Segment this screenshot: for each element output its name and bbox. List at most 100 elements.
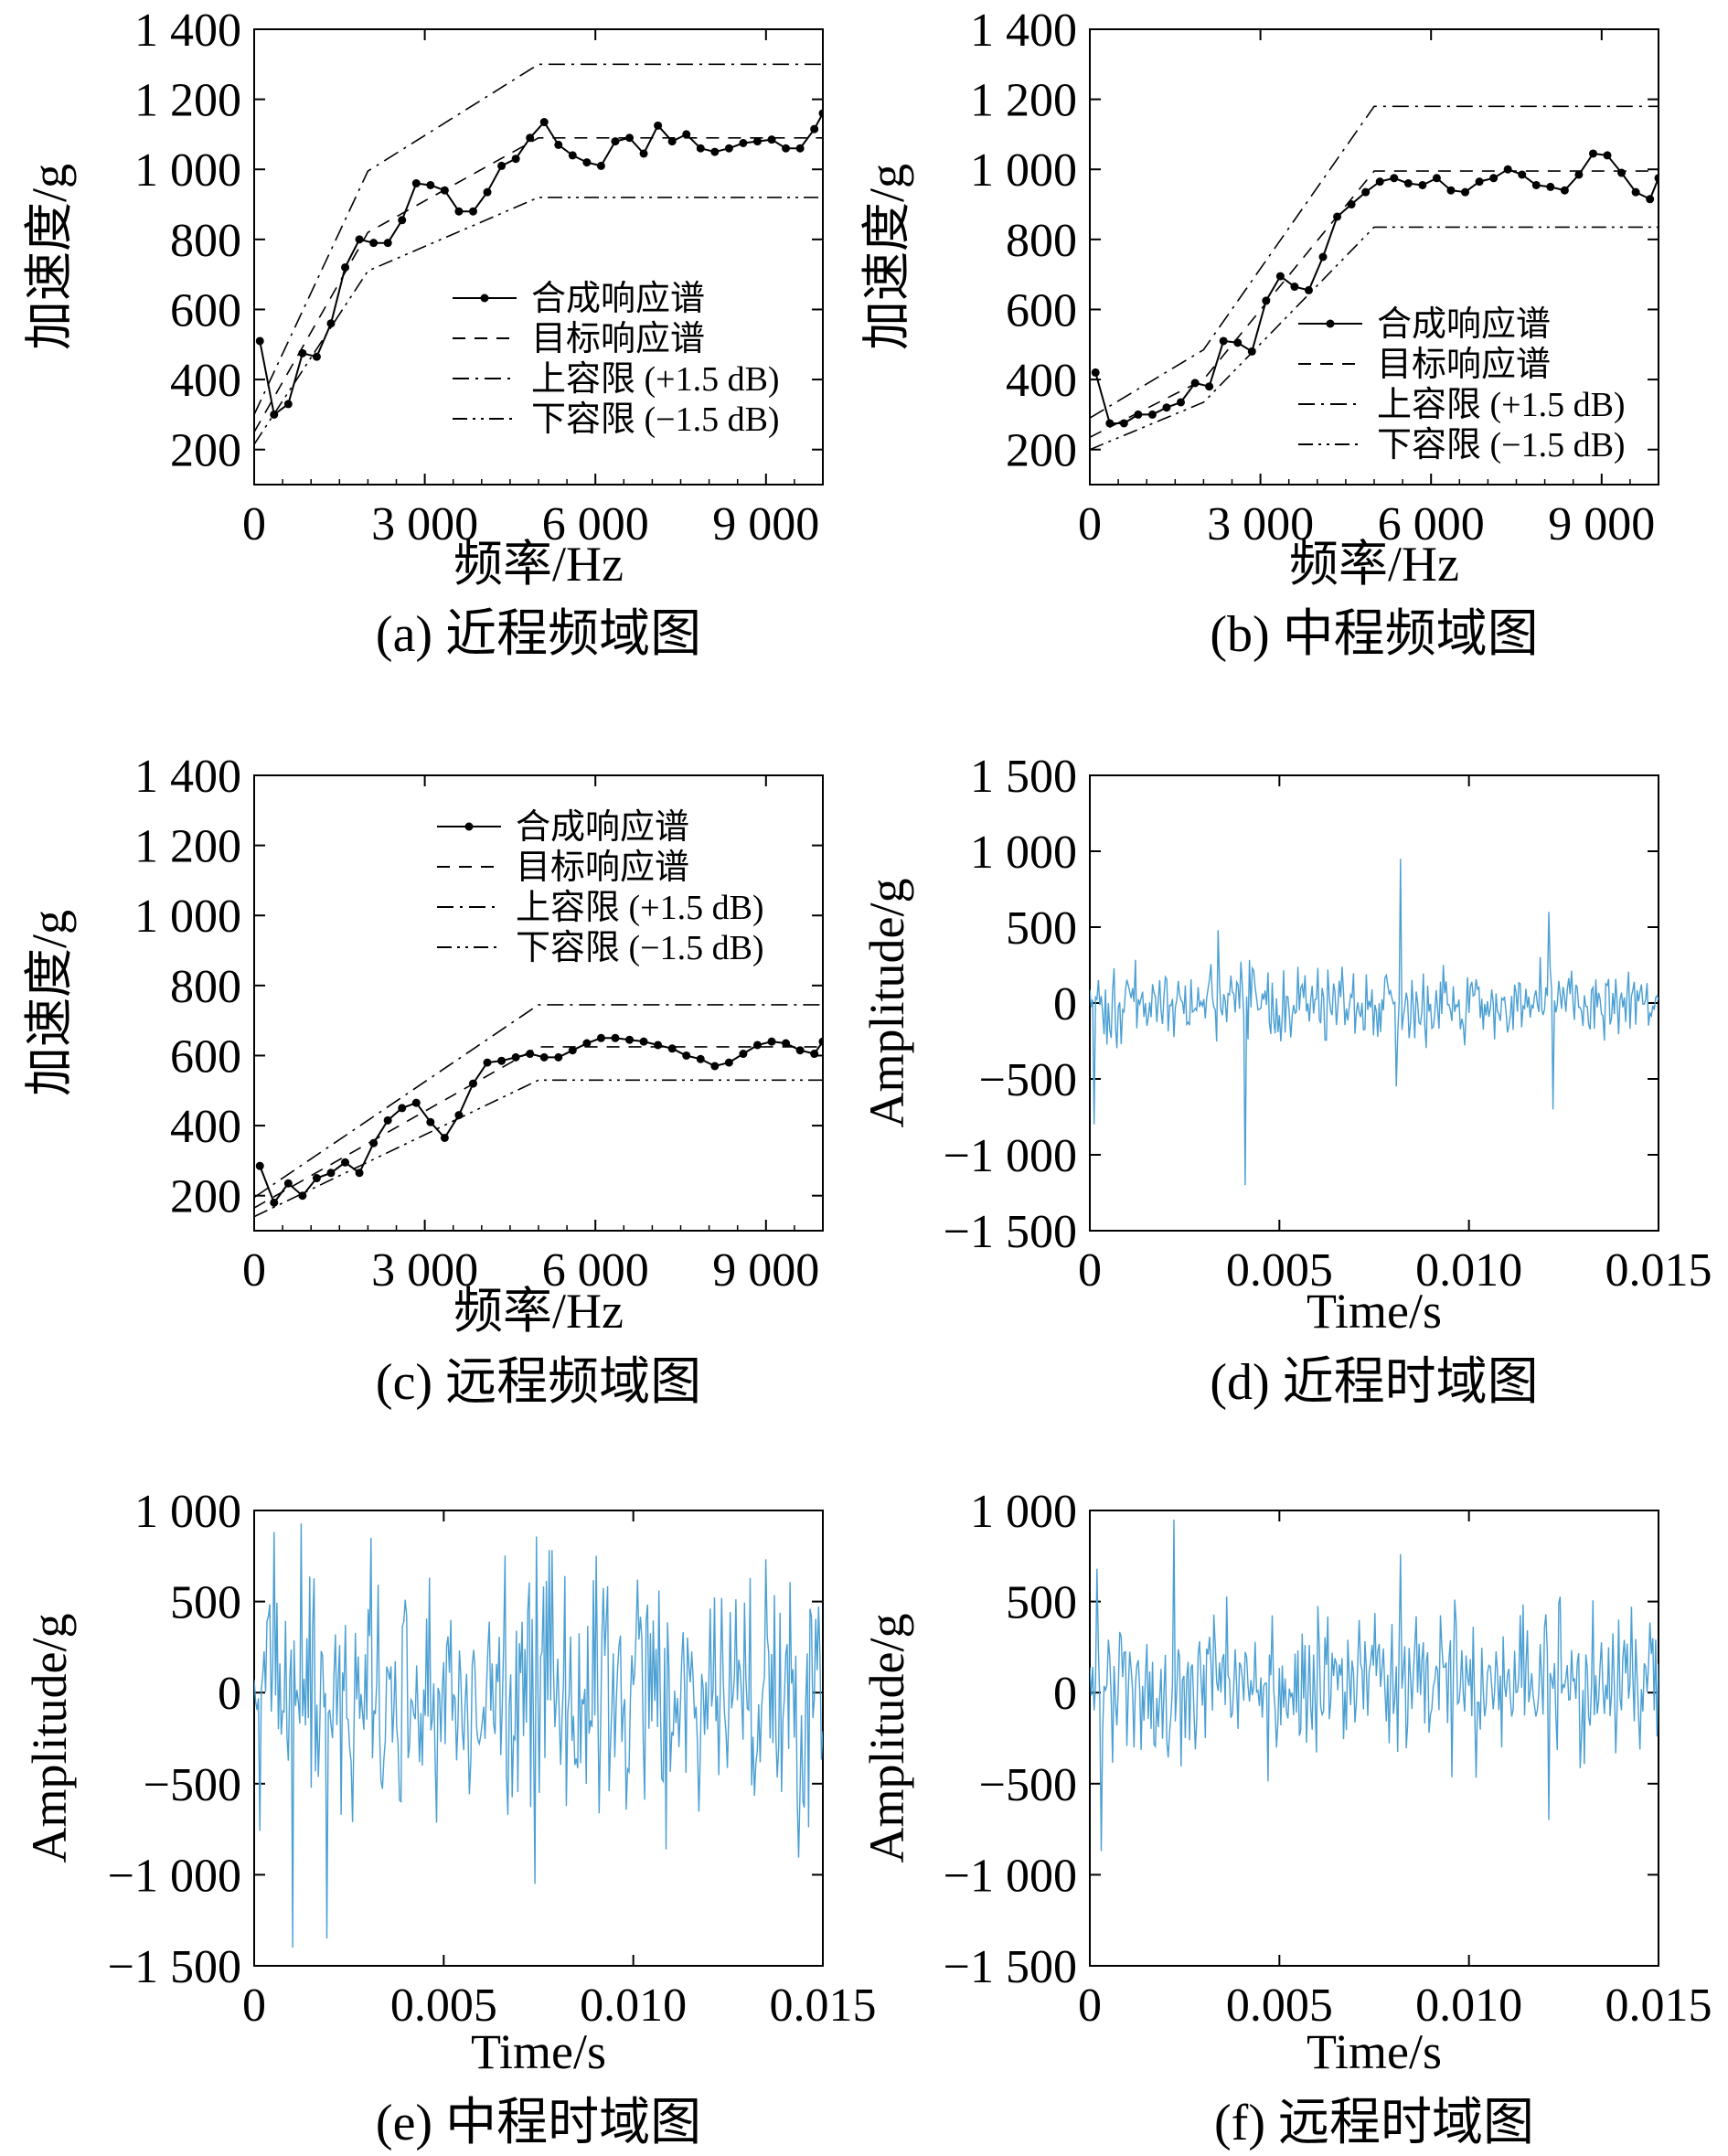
data-point bbox=[326, 1169, 336, 1178]
data-point bbox=[411, 1098, 421, 1107]
x-tick-label: 0.005 bbox=[390, 1980, 497, 2032]
data-point bbox=[752, 137, 762, 146]
data-point bbox=[312, 352, 321, 361]
data-point bbox=[526, 133, 535, 143]
data-point bbox=[1361, 187, 1371, 197]
chart-b: 0 3 000 6 000 9 000 200 400 600 800 1 000 1 200 1 … bbox=[859, 5, 1659, 663]
data-point bbox=[283, 400, 293, 409]
data-point bbox=[468, 207, 477, 216]
data-point bbox=[582, 158, 592, 167]
data-point bbox=[596, 161, 605, 170]
data-point bbox=[1205, 382, 1214, 391]
y-axis-label: 加速度/g bbox=[22, 910, 77, 1096]
x-tick-label: 3 000 bbox=[371, 1244, 478, 1297]
data-point bbox=[1403, 179, 1413, 188]
data-point bbox=[411, 179, 421, 188]
data-point bbox=[667, 1044, 677, 1053]
data-point bbox=[1518, 170, 1527, 179]
x-tick-label: 0 bbox=[1078, 498, 1102, 550]
legend-label: 下容限 (−1.5 dB) bbox=[531, 400, 780, 439]
y-tick-label: 1 000 bbox=[970, 827, 1077, 879]
y-tick-label: 600 bbox=[170, 284, 241, 336]
data-point bbox=[596, 1033, 605, 1042]
y-tick-label: 1 200 bbox=[134, 821, 241, 873]
data-point bbox=[795, 144, 805, 153]
legend-label: 合成响应谱 bbox=[516, 808, 689, 847]
x-tick-label: 9 000 bbox=[1548, 498, 1655, 550]
data-point bbox=[426, 1117, 435, 1126]
data-point bbox=[539, 118, 549, 127]
chart-caption: (a) 近程频域图 bbox=[376, 606, 701, 663]
data-point bbox=[1304, 285, 1313, 294]
signal-line bbox=[254, 1523, 823, 1948]
x-axis-label: 频率/Hz bbox=[1289, 537, 1459, 592]
y-tick-label: −1 500 bbox=[108, 1941, 241, 1993]
data-point bbox=[611, 1033, 620, 1042]
plot-area bbox=[254, 1004, 823, 1218]
data-point bbox=[270, 1198, 279, 1207]
y-tick-label: −1 000 bbox=[944, 1850, 1077, 1902]
y-tick-label: 400 bbox=[1006, 355, 1077, 407]
y-axis-label: Amplitude/g bbox=[859, 879, 914, 1128]
x-tick-label: 9 000 bbox=[712, 1244, 819, 1297]
x-tick-label: 0.010 bbox=[1415, 1244, 1522, 1297]
data-point bbox=[426, 180, 435, 189]
x-axis-label: 频率/Hz bbox=[453, 1284, 624, 1339]
y-tick-label: 1 000 bbox=[134, 144, 241, 197]
data-point bbox=[511, 155, 520, 164]
plot-area bbox=[254, 1523, 823, 1948]
data-point bbox=[312, 1174, 321, 1183]
chart-d: 0 0.005 0.010 0.015 −1 500 −1 000 −500 0 500 1 00… bbox=[859, 751, 1712, 1411]
data-point bbox=[639, 149, 648, 158]
data-point bbox=[1390, 174, 1399, 183]
data-point bbox=[454, 207, 464, 216]
y-tick-label: 500 bbox=[1006, 1577, 1077, 1629]
y-tick-label: −1 500 bbox=[944, 1206, 1077, 1258]
y-tick-label: 200 bbox=[170, 425, 241, 477]
data-point bbox=[1119, 419, 1128, 428]
legend-label: 上容限 (+1.5 dB) bbox=[1377, 386, 1626, 424]
x-tick-label: 9 000 bbox=[712, 498, 819, 550]
y-axis-label: Amplitude/g bbox=[859, 1614, 914, 1863]
data-point bbox=[1574, 170, 1584, 179]
data-point bbox=[383, 239, 392, 248]
data-point bbox=[497, 1056, 507, 1065]
data-point bbox=[497, 161, 507, 170]
x-tick-label: 0 bbox=[242, 1244, 266, 1297]
data-point bbox=[341, 1158, 350, 1167]
data-point bbox=[767, 1037, 776, 1046]
x-tick-label: 0 bbox=[1078, 1244, 1102, 1297]
x-axis-label: Time/s bbox=[1307, 1284, 1442, 1339]
x-tick-label: 0.010 bbox=[1415, 1980, 1522, 2032]
data-point bbox=[1531, 180, 1541, 189]
data-point bbox=[511, 1052, 520, 1062]
y-tick-label: 0 bbox=[1053, 1668, 1077, 1720]
y-tick-label: 800 bbox=[170, 961, 241, 1013]
series-line bbox=[254, 63, 823, 415]
y-tick-label: 1 000 bbox=[970, 144, 1077, 197]
data-point bbox=[1275, 272, 1285, 281]
x-tick-label: 0.015 bbox=[770, 1980, 877, 2032]
data-point bbox=[1147, 410, 1157, 419]
x-tick-label: 3 000 bbox=[1207, 498, 1314, 550]
series-line bbox=[254, 1004, 823, 1199]
y-tick-label: 1 000 bbox=[134, 1486, 241, 1538]
y-tick-label: 800 bbox=[1006, 215, 1077, 267]
chart-e: 0 0.005 0.010 0.015 −1 500 −1 000 −500 0 500 1 00… bbox=[22, 1486, 877, 2151]
data-point bbox=[255, 1161, 264, 1170]
y-tick-label: −1 500 bbox=[944, 1941, 1077, 1993]
data-point bbox=[810, 1050, 819, 1059]
data-point bbox=[1631, 187, 1640, 197]
data-point bbox=[1418, 180, 1427, 189]
data-point bbox=[739, 139, 748, 147]
data-point bbox=[1503, 165, 1512, 174]
data-point bbox=[696, 144, 705, 153]
data-point bbox=[326, 319, 336, 328]
y-axis-label: Amplitude/g bbox=[22, 1614, 77, 1863]
plot-area bbox=[1090, 105, 1659, 451]
x-axis-label: Time/s bbox=[471, 2024, 606, 2079]
series-line bbox=[1090, 105, 1659, 419]
x-tick-label: 0 bbox=[242, 498, 266, 550]
data-point bbox=[724, 1058, 733, 1067]
